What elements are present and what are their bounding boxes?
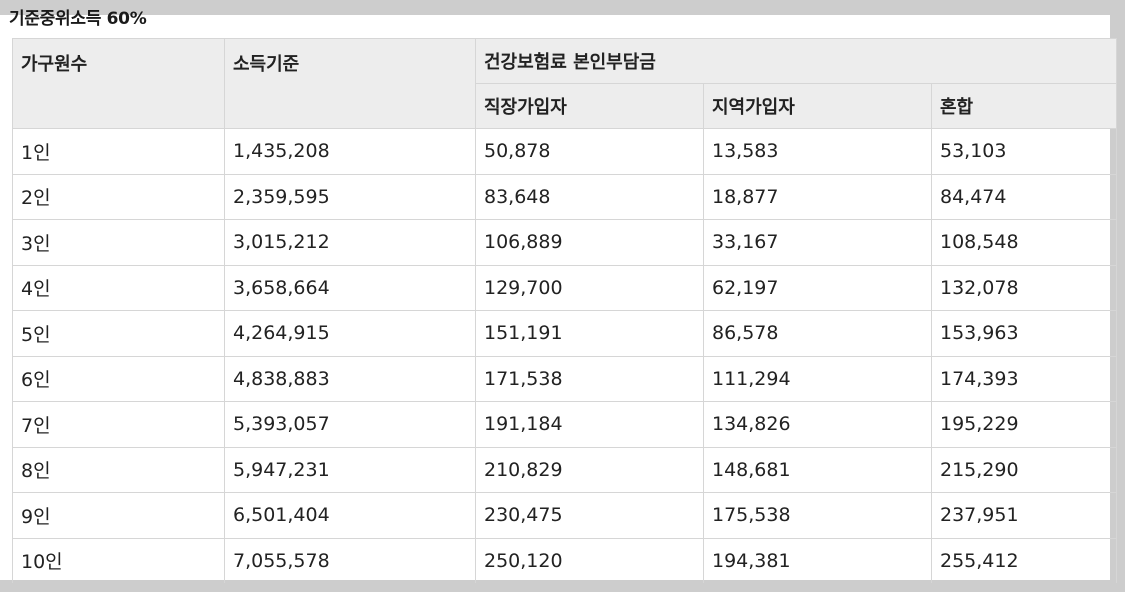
- header-income: 소득기준: [224, 38, 476, 129]
- cell-employee: 230,475: [475, 492, 704, 539]
- cell-employee: 171,538: [475, 355, 704, 402]
- cell-household: 3인: [12, 219, 225, 266]
- cell-mixed: 255,412: [930, 537, 1118, 583]
- cell-mixed: 153,963: [930, 310, 1118, 357]
- cell-regional: 148,681: [703, 446, 932, 493]
- header-subrow: 직장가입자 지역가입자 혼합: [13, 83, 1118, 129]
- cell-regional: 86,578: [703, 310, 932, 357]
- cell-household: 9인: [12, 492, 225, 539]
- cell-regional: 33,167: [703, 219, 932, 266]
- cell-household: 7인: [12, 401, 225, 448]
- cell-income: 4,264,915: [224, 310, 476, 357]
- cell-regional: 18,877: [703, 173, 932, 220]
- income-premium-table: 가구원수 소득기준 건강보험료 본인부담금 직장가입자 지역가입자 혼합 1인 1…: [12, 38, 1118, 583]
- cell-income: 7,055,578: [224, 537, 476, 583]
- table-row: 8인 5,947,231 210,829 148,681 215,290: [12, 446, 1118, 493]
- header-regional: 지역가입자: [703, 83, 932, 129]
- cell-household: 1인: [12, 128, 225, 175]
- cell-income: 6,501,404: [224, 492, 476, 539]
- cell-employee: 210,829: [475, 446, 704, 493]
- cell-mixed: 237,951: [930, 492, 1118, 539]
- header-row: 가구원수 소득기준 건강보험료 본인부담금: [12, 38, 1118, 129]
- cell-mixed: 108,548: [930, 219, 1118, 266]
- header-household: 가구원수: [12, 38, 225, 129]
- cell-household: 4인: [12, 264, 225, 311]
- header-employee: 직장가입자: [475, 83, 704, 129]
- cell-income: 3,658,664: [224, 264, 476, 311]
- cell-income: 5,393,057: [224, 401, 476, 448]
- cell-household: 6인: [12, 355, 225, 402]
- table-row: 2인 2,359,595 83,648 18,877 84,474: [12, 173, 1118, 220]
- cell-mixed: 53,103: [930, 128, 1118, 175]
- cell-income: 2,359,595: [224, 173, 476, 220]
- cell-mixed: 195,229: [930, 401, 1118, 448]
- table-row: 6인 4,838,883 171,538 111,294 174,393: [12, 355, 1118, 402]
- cell-mixed: 132,078: [930, 264, 1118, 311]
- cell-employee: 191,184: [475, 401, 704, 448]
- cell-regional: 175,538: [703, 492, 932, 539]
- table-row: 10인 7,055,578 250,120 194,381 255,412: [12, 537, 1118, 583]
- page-title: 기준중위소득 60%: [9, 9, 147, 29]
- cell-mixed: 174,393: [930, 355, 1118, 402]
- cell-employee: 129,700: [475, 264, 704, 311]
- cell-regional: 194,381: [703, 537, 932, 583]
- cell-employee: 250,120: [475, 537, 704, 583]
- cell-regional: 62,197: [703, 264, 932, 311]
- table-row: 4인 3,658,664 129,700 62,197 132,078: [12, 264, 1118, 311]
- cell-mixed: 84,474: [930, 173, 1118, 220]
- cell-mixed: 215,290: [930, 446, 1118, 493]
- header-premium-group: 건강보험료 본인부담금: [474, 38, 1118, 84]
- cell-employee: 83,648: [475, 173, 704, 220]
- cell-household: 5인: [12, 310, 225, 357]
- cell-household: 8인: [12, 446, 225, 493]
- header-mixed: 혼합: [930, 83, 1118, 129]
- cell-income: 4,838,883: [224, 355, 476, 402]
- cell-income: 1,435,208: [224, 128, 476, 175]
- table-row: 5인 4,264,915 151,191 86,578 153,963: [12, 310, 1118, 357]
- table-row: 3인 3,015,212 106,889 33,167 108,548: [12, 219, 1118, 266]
- cell-income: 5,947,231: [224, 446, 476, 493]
- cell-employee: 151,191: [475, 310, 704, 357]
- table-body: 1인 1,435,208 50,878 13,583 53,103 2인 2,359,595…: [12, 128, 1118, 583]
- cell-regional: 134,826: [703, 401, 932, 448]
- cell-employee: 50,878: [475, 128, 704, 175]
- cell-employee: 106,889: [475, 219, 704, 266]
- cell-regional: 13,583: [703, 128, 932, 175]
- table-row: 1인 1,435,208 50,878 13,583 53,103: [12, 128, 1118, 175]
- cell-household: 2인: [12, 173, 225, 220]
- table-row: 7인 5,393,057 191,184 134,826 195,229: [12, 401, 1118, 448]
- cell-household: 10인: [12, 537, 225, 583]
- table-row: 9인 6,501,404 230,475 175,538 237,951: [12, 492, 1118, 539]
- cell-regional: 111,294: [703, 355, 932, 402]
- cell-income: 3,015,212: [224, 219, 476, 266]
